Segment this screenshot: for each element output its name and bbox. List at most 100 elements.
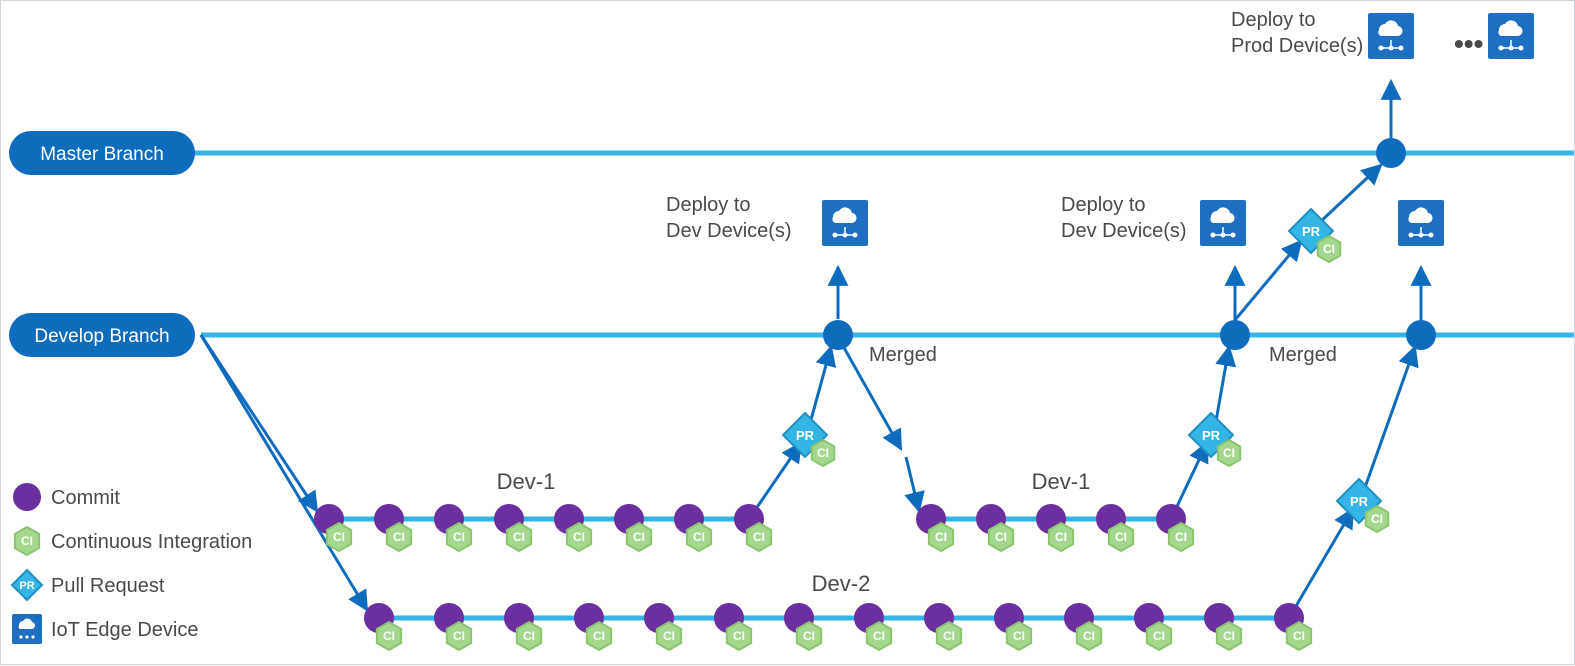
ci-badge: CI [1169, 523, 1193, 551]
flow-arrow [1289, 509, 1353, 618]
ci-badge: CI [587, 622, 611, 650]
deploy-label-dev1: Deploy to [666, 194, 751, 216]
deploy-label-prod: Prod Device(s) [1231, 35, 1363, 57]
iot-edge-device-icon [1200, 200, 1246, 246]
ci-badge: CI [989, 523, 1013, 551]
svg-text:CI: CI [663, 629, 675, 643]
develop-branch-pill: Develop Branch [9, 313, 195, 357]
deploy-label-dev2: Deploy to [1061, 194, 1146, 216]
legend-label: Pull Request [51, 575, 165, 597]
iot-edge-device-icon [822, 200, 868, 246]
svg-text:CI: CI [1175, 530, 1187, 544]
ci-badge: CI [15, 527, 39, 555]
ci-badge: CI [627, 523, 651, 551]
svg-text:CI: CI [333, 530, 345, 544]
iot-edge-device-icon [1368, 13, 1414, 59]
ci-badge: CI [1217, 622, 1241, 650]
ci-badge: CI [507, 523, 531, 551]
svg-text:CI: CI [1083, 629, 1095, 643]
ci-badge: CI [387, 523, 411, 551]
dev-branch-label: Dev-2 [812, 571, 871, 596]
iot-edge-device-icon [1488, 13, 1534, 59]
svg-text:CI: CI [943, 629, 955, 643]
svg-text:CI: CI [393, 530, 405, 544]
ci-badge: CI [687, 523, 711, 551]
ci-badge: CI [1287, 622, 1311, 650]
flow-arrow [809, 347, 831, 427]
ci-badge: CI [1366, 506, 1389, 532]
svg-text:CI: CI [1323, 242, 1335, 256]
ci-badge: CI [747, 523, 771, 551]
merged-label: Merged [869, 344, 937, 366]
master-branch-pill: Master Branch [9, 131, 195, 175]
ci-badge: CI [1007, 622, 1031, 650]
ci-badge: CI [727, 622, 751, 650]
flow-arrow [1319, 165, 1381, 223]
svg-text:CI: CI [803, 629, 815, 643]
flow-arrow [1235, 241, 1301, 320]
ci-badge: CI [929, 523, 953, 551]
legend-label: Commit [51, 487, 120, 509]
deploy-label-dev2: Dev Device(s) [1061, 220, 1187, 242]
svg-text:CI: CI [1223, 446, 1235, 460]
svg-text:Master Branch: Master Branch [40, 144, 164, 165]
legend-label: IoT Edge Device [51, 619, 199, 641]
ci-badge: CI [377, 622, 401, 650]
merge-node [1376, 138, 1406, 168]
svg-text:PR: PR [796, 428, 815, 443]
ci-badge: CI [812, 440, 835, 466]
dev-branch-label: Dev-1 [497, 469, 556, 494]
svg-text:CI: CI [693, 530, 705, 544]
merge-node [1406, 320, 1436, 350]
ci-badge: CI [657, 622, 681, 650]
svg-text:CI: CI [573, 530, 585, 544]
svg-text:Develop Branch: Develop Branch [34, 326, 169, 347]
svg-text:CI: CI [383, 629, 395, 643]
svg-text:CI: CI [1013, 629, 1025, 643]
ci-badge: CI [567, 523, 591, 551]
deploy-label-dev1: Dev Device(s) [666, 220, 792, 242]
svg-text:CI: CI [817, 446, 829, 460]
svg-text:PR: PR [1350, 494, 1369, 509]
svg-text:CI: CI [1115, 530, 1127, 544]
device-ellipsis: ••• [1454, 28, 1483, 59]
svg-text:CI: CI [1055, 530, 1067, 544]
ci-badge: CI [1218, 440, 1241, 466]
ci-badge: CI [1147, 622, 1171, 650]
flow-arrow [1215, 347, 1229, 427]
svg-text:CI: CI [1223, 629, 1235, 643]
svg-text:PR: PR [19, 580, 34, 592]
deploy-label-prod: Deploy to [1231, 9, 1316, 31]
svg-text:CI: CI [21, 534, 33, 548]
flow-arrow [1363, 347, 1415, 493]
merge-node [1220, 320, 1250, 350]
ci-badge: CI [937, 622, 961, 650]
legend-label: Continuous Integration [51, 531, 252, 553]
svg-text:PR: PR [1302, 224, 1321, 239]
ci-badge: CI [1077, 622, 1101, 650]
merged-label: Merged [1269, 344, 1337, 366]
svg-text:CI: CI [633, 530, 645, 544]
svg-text:CI: CI [753, 530, 765, 544]
diagram-container: Master Branch Develop Branch CI CI CI CI CI CI C… [0, 0, 1575, 665]
iot-edge-device-icon [1398, 200, 1444, 246]
commit-node [14, 484, 40, 510]
ci-badge: CI [447, 523, 471, 551]
ci-badge: CI [797, 622, 821, 650]
flow-arrow [201, 335, 367, 610]
svg-text:CI: CI [1153, 629, 1165, 643]
merge-node [823, 320, 853, 350]
svg-text:CI: CI [1371, 512, 1383, 526]
svg-text:PR: PR [1202, 428, 1221, 443]
ci-badge: CI [1109, 523, 1133, 551]
flow-arrow [906, 457, 919, 511]
ci-badge: CI [1049, 523, 1073, 551]
svg-text:CI: CI [733, 629, 745, 643]
svg-text:CI: CI [935, 530, 947, 544]
ci-badge: CI [517, 622, 541, 650]
svg-text:CI: CI [995, 530, 1007, 544]
svg-text:CI: CI [1293, 629, 1305, 643]
ci-badge: CI [327, 523, 351, 551]
ci-badge: CI [447, 622, 471, 650]
svg-text:CI: CI [453, 530, 465, 544]
